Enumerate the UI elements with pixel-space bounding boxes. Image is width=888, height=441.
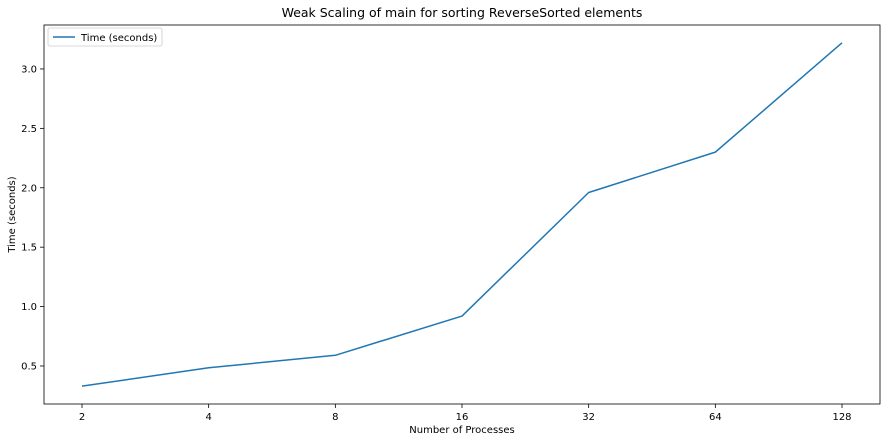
legend: Time (seconds) (47, 27, 163, 47)
x-tick-label: 64 (709, 412, 722, 423)
chart-title: Weak Scaling of main for sorting Reverse… (282, 5, 643, 20)
y-tick-label: 3.0 (21, 64, 37, 75)
y-tick-label: 0.5 (21, 361, 37, 372)
series-layer (81, 42, 843, 387)
y-axis: 0.5 1.0 1.5 2.0 2.5 3.0 (21, 64, 44, 372)
x-tick-label: 16 (456, 412, 469, 423)
x-tick-label: 32 (582, 412, 595, 423)
x-axis: 2 4 8 16 32 64 128 (79, 404, 852, 423)
series-line (81, 42, 843, 387)
y-tick-label: 1.0 (21, 302, 37, 313)
x-tick-label: 4 (205, 412, 211, 423)
x-axis-label: Number of Processes (409, 425, 514, 436)
legend-box (47, 27, 163, 47)
y-tick-label: 1.5 (21, 243, 37, 254)
x-tick-label: 128 (832, 412, 851, 423)
y-tick-label: 2.0 (21, 183, 37, 194)
x-tick-label: 2 (79, 412, 85, 423)
plot-area-frame (43, 24, 881, 405)
y-axis-label: Time (seconds) (7, 176, 18, 253)
legend-label: Time (seconds) (80, 33, 157, 44)
x-tick-label: 8 (332, 412, 338, 423)
y-tick-label: 2.5 (21, 124, 37, 135)
